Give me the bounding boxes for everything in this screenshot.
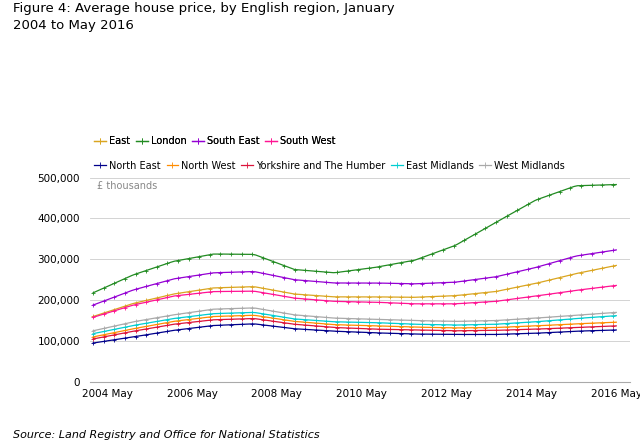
Text: Source: Land Registry and Office for National Statistics: Source: Land Registry and Office for Nat…	[13, 429, 319, 440]
Text: £ thousands: £ thousands	[97, 181, 157, 190]
Text: 2004 to May 2016: 2004 to May 2016	[13, 19, 134, 32]
Legend: East, London, South East, South West: East, London, South East, South West	[95, 136, 335, 146]
Text: Figure 4: Average house price, by English region, January: Figure 4: Average house price, by Englis…	[13, 2, 394, 15]
